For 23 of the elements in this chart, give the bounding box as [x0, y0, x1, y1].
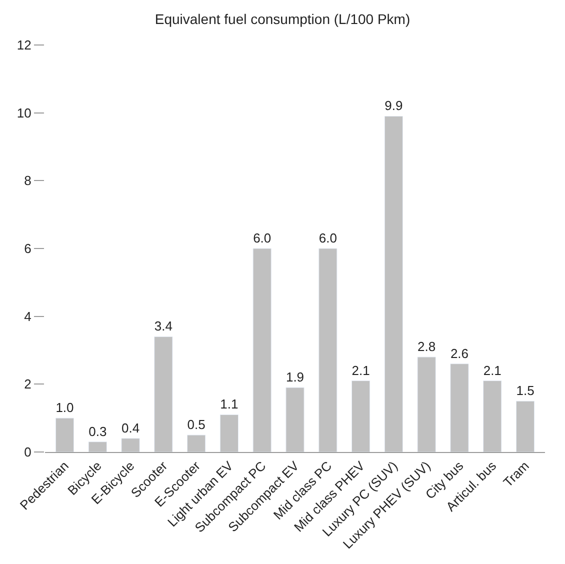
data-label: 2.6 — [450, 346, 469, 361]
y-tick-label: 6 — [24, 241, 32, 256]
data-label: 2.8 — [418, 339, 436, 354]
y-tick-label: 4 — [24, 308, 32, 324]
data-label: 0.4 — [121, 420, 140, 436]
data-label: 3.4 — [154, 318, 172, 334]
data-label: 6.0 — [318, 230, 337, 246]
y-tick-label: 12 — [16, 38, 32, 53]
data-label: 0.5 — [187, 417, 206, 432]
data-label: 1.0 — [56, 400, 74, 416]
data-label: 0.3 — [88, 424, 107, 439]
data-label: 2.1 — [483, 362, 502, 378]
data-label: 1.5 — [516, 383, 534, 398]
data-label: 9.9 — [384, 98, 403, 114]
chart-title: Equivalent fuel consumption (L/100 Pkm) — [154, 10, 410, 27]
data-label: 2.1 — [352, 362, 370, 378]
data-label: 1.1 — [220, 396, 238, 412]
y-tick-label: 8 — [24, 173, 32, 188]
data-label: 6.0 — [253, 230, 272, 246]
y-tick-label: 2 — [24, 376, 32, 392]
y-tick-label: 10 — [16, 105, 32, 120]
y-tick-label: 0 — [24, 444, 32, 460]
data-label: 1.9 — [286, 370, 304, 385]
